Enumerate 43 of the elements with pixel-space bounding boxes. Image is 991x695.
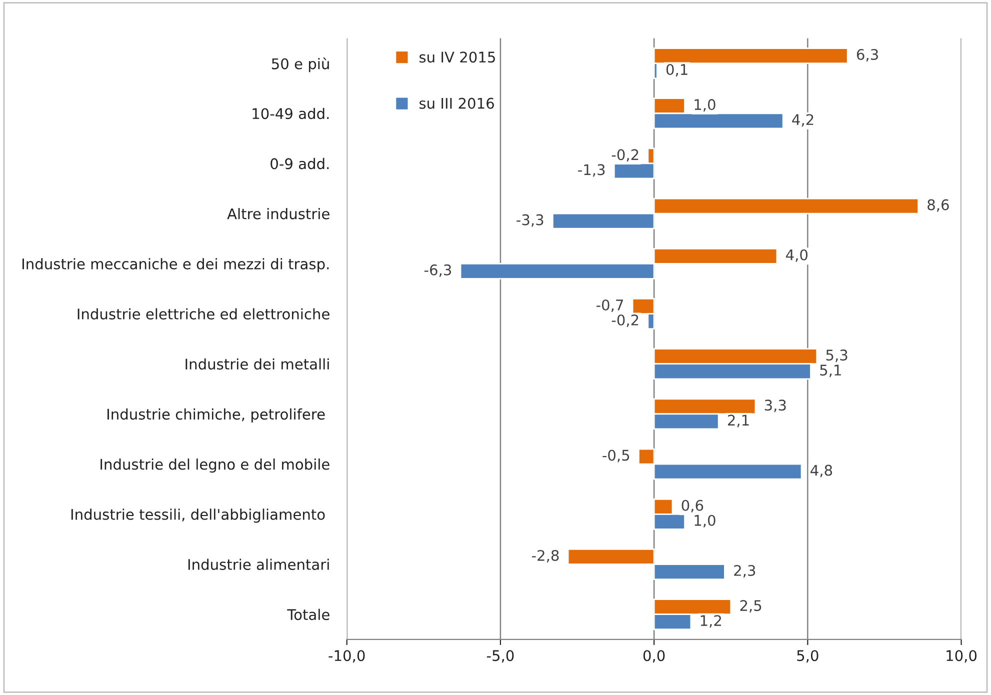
data-label: 2,5 xyxy=(740,600,762,613)
y-tick-label: 0-9 add. xyxy=(270,158,329,170)
legend-label: su III 2016 xyxy=(420,98,494,109)
data-label: 1,0 xyxy=(694,99,716,112)
y-tick-label: 50 e più xyxy=(272,57,329,72)
data-label: -3,3 xyxy=(516,214,544,227)
y-tick-label: Industrie tessili, dell'abbigliamento xyxy=(71,508,325,523)
data-label: 2,1 xyxy=(728,414,749,428)
y-tick-label: Totale xyxy=(287,608,330,620)
data-label: -2,8 xyxy=(532,550,559,562)
data-label: 2,3 xyxy=(734,564,756,578)
data-label: -0,5 xyxy=(602,450,630,462)
y-tick-label: 10-49 add. xyxy=(252,108,329,120)
y-tick-label: Industrie chimiche, petrolifere xyxy=(108,408,325,423)
data-label: 3,3 xyxy=(764,400,786,412)
y-tick-label: Industrie meccaniche e dei mezzi di trasp. xyxy=(22,258,329,272)
data-label: 6,3 xyxy=(856,48,878,62)
x-tick-label: 10,0 xyxy=(946,650,977,663)
data-label: -0,2 xyxy=(612,314,638,327)
data-label: 4,8 xyxy=(810,464,832,478)
y-tick-label: Altre industrie xyxy=(227,208,330,220)
data-label: 1,2 xyxy=(700,615,721,628)
data-label: 4,2 xyxy=(792,114,814,127)
y-tick-label: Industrie dei metalli xyxy=(186,358,329,370)
data-label: 1,0 xyxy=(694,514,716,528)
data-label: -0,2 xyxy=(612,149,638,162)
y-tick-label: Industrie elettriche ed elettroniche xyxy=(78,308,330,320)
data-label: 4,0 xyxy=(786,249,808,262)
y-tick-label: Industrie alimentari xyxy=(188,558,329,570)
data-label: 8,6 xyxy=(928,199,949,212)
y-tick-label: Industrie del legno e del mobile xyxy=(100,458,330,473)
x-tick-label: -5,0 xyxy=(486,650,514,663)
data-label: -0,7 xyxy=(596,299,623,312)
data-label: -6,3 xyxy=(424,264,452,277)
data-label: 0,6 xyxy=(682,500,704,512)
legend-label: su IV 2015 xyxy=(420,52,495,63)
data-label: 5,3 xyxy=(826,350,848,362)
data-label: 0,1 xyxy=(666,64,688,77)
data-label: 5,1 xyxy=(820,364,841,378)
x-tick-label: 5,0 xyxy=(797,650,818,663)
x-tick-label: 0,0 xyxy=(643,650,665,663)
data-label: -1,3 xyxy=(578,164,605,177)
x-tick-label: -10,0 xyxy=(328,650,365,663)
